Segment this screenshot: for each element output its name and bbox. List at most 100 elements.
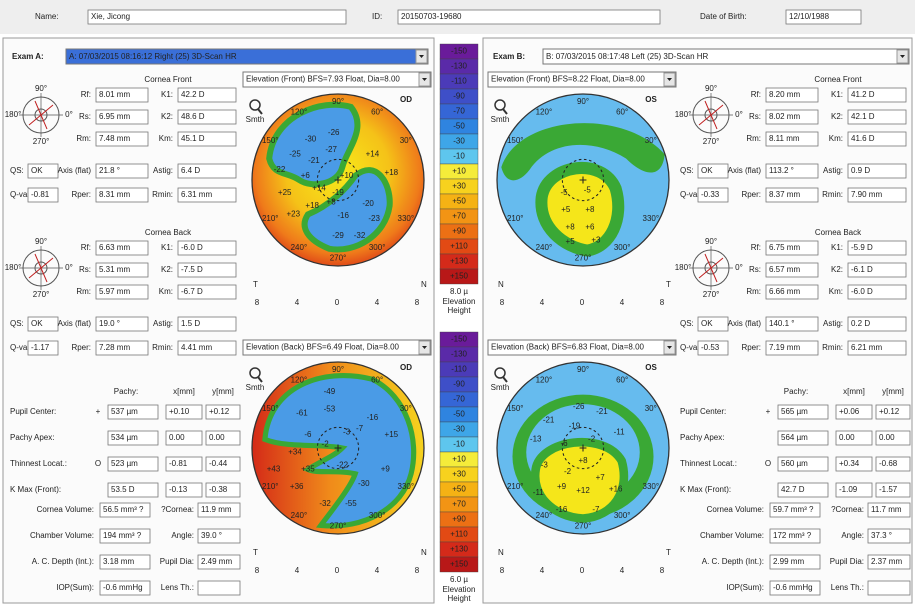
pupil-circle (316, 158, 360, 202)
map-value: -23 (368, 214, 380, 223)
exam-selector-text: A: 07/03/2015 08:16:12 Right (25) 3D-Sca… (69, 52, 237, 61)
pupil-circle (316, 426, 360, 470)
scale-tick-label: +10 (452, 455, 466, 464)
field-value: 0.2 D (851, 319, 870, 328)
exam-selector[interactable] (542, 48, 910, 65)
pachy-value-box (875, 456, 911, 472)
field-value: 41.6 D (851, 134, 875, 143)
name-value-box (87, 9, 347, 25)
map-x-tick-label: 0 (335, 298, 340, 307)
volume-value-box (99, 554, 151, 570)
map-x-tick-label: 8 (500, 566, 505, 575)
field-value: 48.6 D (181, 112, 205, 121)
map-value: +16 (609, 484, 623, 493)
map-value: -3 (343, 428, 351, 437)
pachy-value-box (205, 404, 241, 420)
field-value-box (765, 284, 819, 300)
map-rim (496, 361, 670, 535)
field-value: -6.1 D (851, 265, 873, 274)
pupil-circle (561, 426, 605, 470)
map-selector[interactable] (487, 339, 677, 356)
scale-tick-label: -150 (451, 47, 468, 56)
field-label: Rs: (79, 112, 91, 121)
volume-value: -0.6 mmHg (103, 583, 143, 592)
scale-unit: 6.0 µ (450, 575, 468, 584)
map-angle-label: 330° (643, 482, 660, 491)
map-angle-label: 270° (575, 253, 592, 262)
scale-tick-label: -10 (453, 152, 465, 161)
pachy-header: y[mm] (882, 387, 904, 396)
pachy-symbol: + (766, 407, 771, 416)
field-label: Km: (829, 134, 843, 143)
map-x-tick-label: 0 (580, 298, 585, 307)
field-value: OK (31, 166, 43, 175)
scale-tick-label: +90 (452, 515, 466, 524)
scale-tick-label: +130 (450, 257, 469, 266)
field-value: 6.63 mm (99, 243, 130, 252)
elevation-map (496, 93, 670, 267)
map-x-tick-label: 4 (295, 566, 300, 575)
map-selector[interactable] (242, 71, 432, 88)
map-x-tick-label: 8 (660, 566, 665, 575)
map-angle-label: 330° (643, 214, 660, 223)
map-value: +14 (312, 184, 326, 193)
map-value: -25 (289, 149, 301, 158)
pachy-value-box (875, 482, 911, 498)
field-value-box (95, 284, 149, 300)
pachy-value-box (205, 482, 241, 498)
field-label: Rmin: (152, 190, 173, 199)
volume-value-box (197, 580, 241, 596)
field-value: 8.01 mm (99, 90, 130, 99)
smooth-icon[interactable] (249, 367, 261, 379)
map-x-tick-label: 4 (620, 566, 625, 575)
smooth-icon[interactable] (249, 99, 261, 111)
map-value: -49 (324, 387, 336, 396)
center-cross (579, 176, 587, 184)
field-value-box (847, 284, 907, 300)
map-value: -5 (561, 188, 569, 197)
map-value: +8 (566, 222, 576, 231)
map-value: -6 (304, 430, 312, 439)
field-value-box (765, 240, 819, 256)
pachy-value-box (835, 456, 873, 472)
pachy-value: +0.12 (879, 407, 900, 416)
smooth-icon[interactable] (494, 367, 506, 379)
map-angle-label: 150° (262, 404, 279, 413)
map-angle-label: 120° (536, 107, 553, 116)
field-value-box (177, 87, 237, 103)
astig-axis (698, 100, 724, 130)
field-value-box (95, 187, 149, 203)
map-value: -19 (569, 422, 581, 431)
field-value-box (765, 163, 819, 179)
map-x-tick-label: 8 (660, 298, 665, 307)
map-angle-label: 60° (616, 107, 628, 116)
pachy-value-box (107, 430, 159, 446)
field-label: K2: (161, 265, 173, 274)
field-label: Axis (flat) (728, 166, 762, 175)
smooth-icon[interactable] (494, 99, 506, 111)
map-value: -2 (322, 440, 330, 449)
field-value: -6.7 D (181, 287, 203, 296)
map-value: -30 (358, 479, 370, 488)
map-angle-label: 150° (262, 136, 279, 145)
field-value-box (697, 340, 729, 356)
map-value: +9 (557, 482, 567, 491)
map-selector[interactable] (487, 71, 677, 88)
field-value: 5.31 mm (99, 265, 130, 274)
volume-label: A. C. Depth (Int.): (702, 557, 764, 566)
field-label: Rm: (76, 287, 91, 296)
map-selector[interactable] (242, 339, 432, 356)
exam-selector[interactable] (65, 48, 429, 65)
field-label: Km: (159, 134, 173, 143)
volume-label: A. C. Depth (Int.): (32, 557, 94, 566)
volume-label: Cornea Volume: (707, 505, 764, 514)
map-value: -22 (274, 165, 286, 174)
pachy-value-box (835, 430, 873, 446)
map-angle-label: 120° (291, 107, 308, 116)
map-value: -32 (319, 499, 331, 508)
map-value: -16 (337, 211, 349, 220)
volume-value: 3.18 mm (103, 557, 134, 566)
map-value: -11 (614, 428, 626, 437)
volume-value-box (867, 554, 911, 570)
field-value-box (847, 316, 907, 332)
